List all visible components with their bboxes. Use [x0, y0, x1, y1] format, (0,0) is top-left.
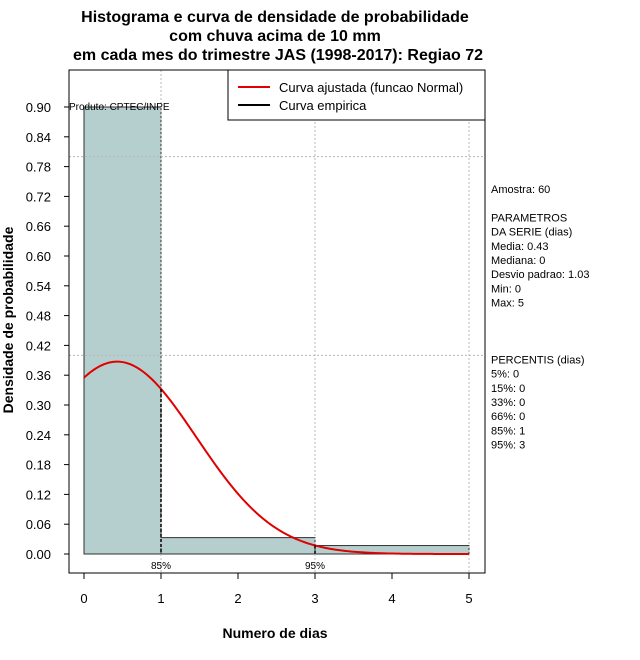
statistics-line: Mediana: 0 — [491, 255, 545, 267]
histogram-bar-1 — [83, 106, 162, 555]
histogram-bar-2 — [160, 537, 316, 555]
chart-title-line-3: em cada mes do trimestre JAS (1998-2017)… — [73, 47, 483, 64]
y-tick-label: 0.36 — [26, 368, 51, 383]
y-tick-label: 0.12 — [26, 487, 51, 502]
y-tick-label: 0.72 — [26, 189, 51, 204]
statistics-line: 95%: 3 — [491, 440, 525, 452]
chart-title-line-2: com chuva acima de 10 mm — [169, 28, 381, 45]
chart-title-line-1: Histograma e curva de densidade de proba… — [81, 9, 469, 26]
statistics-line: 5%: 0 — [491, 369, 519, 381]
y-tick-label: 0.78 — [26, 160, 51, 175]
y-tick-label: 0.48 — [26, 309, 51, 324]
x-tick-label: 1 — [157, 591, 164, 606]
y-tick-label: 0.60 — [26, 249, 51, 264]
legend-label-2: Curva empirica — [279, 98, 367, 113]
legend-label-1: Curva ajustada (funcao Normal) — [279, 80, 463, 95]
statistics-line: PARAMETROS — [491, 212, 567, 224]
y-tick-label: 0.42 — [26, 338, 51, 353]
y-tick-label: 0.00 — [26, 547, 51, 562]
statistics-line: PERCENTIS (dias) — [491, 354, 585, 366]
y-tick-label: 0.18 — [26, 458, 51, 473]
x-tick-label: 0 — [80, 591, 87, 606]
statistics-line: 15%: 0 — [491, 383, 525, 395]
statistics-line: Min: 0 — [491, 283, 521, 295]
statistics-line: 66%: 0 — [491, 411, 525, 423]
statistics-line: DA SERIE (dias) — [491, 227, 572, 239]
statistics-line: 85%: 1 — [491, 425, 525, 437]
y-tick-label: 0.90 — [26, 100, 51, 115]
y-tick-label: 0.54 — [26, 279, 51, 294]
y-tick-label: 0.66 — [26, 219, 51, 234]
percentile-marker-label-2: 95% — [305, 561, 325, 572]
statistics-line: Amostra: 60 — [491, 184, 550, 196]
x-tick-label: 3 — [311, 591, 318, 606]
x-tick-label: 2 — [234, 591, 241, 606]
percentile-marker-label-1: 85% — [151, 561, 171, 572]
x-tick-label: 5 — [465, 591, 472, 606]
normal-density-curve — [83, 360, 469, 555]
statistics-line: 33%: 0 — [491, 397, 525, 409]
statistics-line: Media: 0.43 — [491, 241, 548, 253]
x-axis-label: Numero de dias — [222, 625, 327, 641]
statistics-line: Max: 5 — [491, 298, 524, 310]
y-tick-label: 0.30 — [26, 398, 51, 413]
x-tick-label: 4 — [388, 591, 395, 606]
legend-box — [227, 69, 486, 121]
statistics-panel: Amostra: 60 PARAMETROS DA SERIE (dias) Me… — [491, 184, 589, 452]
y-tick-label: 0.06 — [26, 517, 51, 532]
y-tick-label: 0.84 — [26, 130, 51, 145]
y-axis-label: Densidade de probabilidade — [0, 226, 16, 413]
product-label: Produto: CPTEC/INPE — [69, 102, 170, 113]
y-tick-label: 0.24 — [26, 428, 51, 443]
statistics-line: Desvio padrao: 1.03 — [491, 269, 589, 281]
